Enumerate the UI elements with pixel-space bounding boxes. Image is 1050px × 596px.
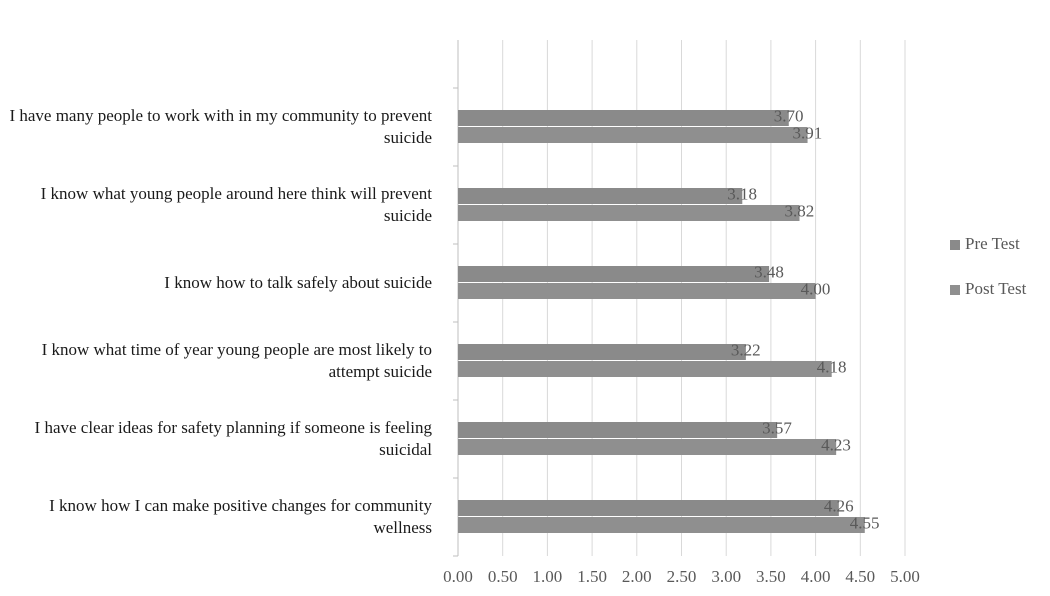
y-tick-label: I know what young people around here thi…: [40, 184, 432, 225]
value-label: 3.22: [731, 340, 761, 359]
legend-label: Post Test: [965, 279, 1027, 298]
y-tick-label: I know how to talk safely about suicide: [164, 273, 432, 292]
value-label: 4.55: [850, 513, 880, 532]
bar: [458, 439, 837, 455]
bar: [458, 188, 743, 204]
value-label: 4.23: [821, 435, 851, 454]
value-label: 3.70: [774, 106, 804, 125]
x-tick-label: 5.00: [890, 567, 920, 586]
category-label-box: I know how I can make positive changes f…: [49, 496, 432, 537]
bar: [458, 344, 746, 360]
x-tick-label: 2.00: [622, 567, 652, 586]
x-tick-label: 4.50: [845, 567, 875, 586]
y-tick-label: I know how I can make positive changes f…: [49, 496, 432, 537]
bar: [458, 266, 770, 282]
bar: [458, 283, 816, 299]
value-label: 4.26: [824, 496, 854, 515]
y-tick-label: I know what time of year young people ar…: [41, 340, 432, 381]
y-tick-label: I have clear ideas for safety planning i…: [34, 418, 432, 459]
x-tick-label: 3.50: [756, 567, 786, 586]
bar: [458, 422, 778, 438]
bar: [458, 517, 865, 533]
value-label: 3.82: [785, 201, 815, 220]
x-tick-label: 4.00: [801, 567, 831, 586]
bar: [458, 127, 808, 143]
value-label: 3.57: [762, 418, 792, 437]
x-tick-label: 1.50: [577, 567, 607, 586]
legend-marker: [950, 240, 960, 250]
x-tick-label: 2.50: [667, 567, 697, 586]
x-tick-label: 0.50: [488, 567, 518, 586]
category-label-box: I have clear ideas for safety planning i…: [34, 418, 432, 459]
value-label: 3.18: [727, 184, 757, 203]
bar: [458, 500, 839, 516]
legend-marker: [950, 285, 960, 295]
category-label-box: I know how to talk safely about suicide: [164, 273, 432, 292]
y-tick-label: I have many people to work with in my co…: [9, 106, 432, 147]
value-label: 4.00: [801, 279, 831, 298]
category-label-box: I know what young people around here thi…: [40, 184, 432, 225]
legend-label: Pre Test: [965, 234, 1020, 253]
value-label: 3.91: [793, 123, 823, 142]
x-tick-label: 0.00: [443, 567, 473, 586]
category-label-box: I have many people to work with in my co…: [9, 106, 432, 147]
x-tick-label: 3.00: [711, 567, 741, 586]
value-label: 4.18: [817, 357, 847, 376]
category-label-box: I know what time of year young people ar…: [41, 340, 432, 381]
bar: [458, 205, 800, 221]
x-tick-label: 1.00: [533, 567, 563, 586]
value-label: 3.48: [754, 262, 784, 281]
bar: [458, 110, 789, 126]
bar: [458, 361, 832, 377]
